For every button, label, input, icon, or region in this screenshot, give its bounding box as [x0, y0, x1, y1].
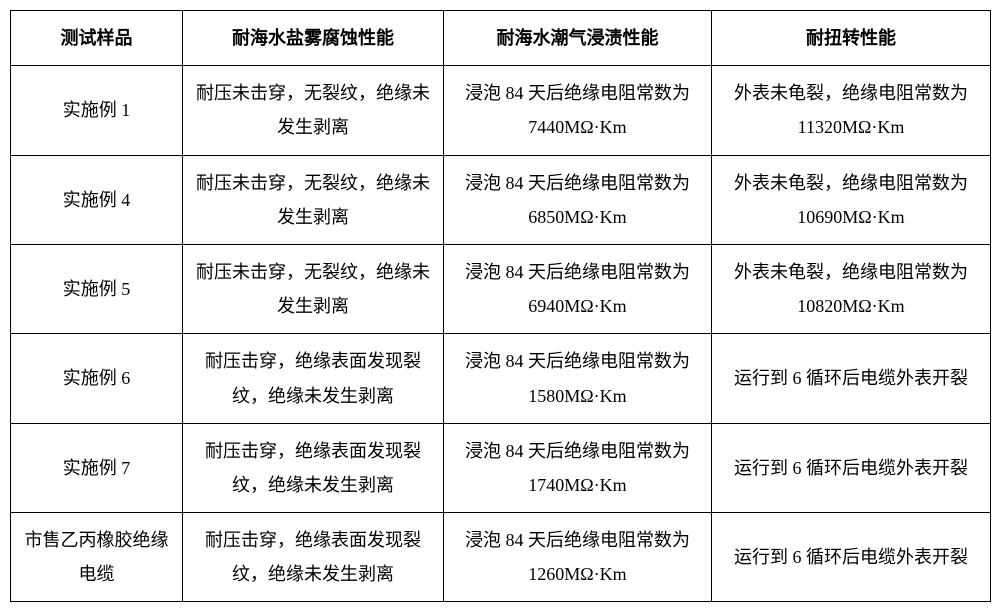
cell-saltfog: 耐压未击穿，无裂纹，绝缘未发生剥离	[183, 66, 444, 155]
cell-moisture: 浸泡 84 天后绝缘电阻常数为 6850MΩ·Km	[444, 155, 712, 244]
cell-moisture: 浸泡 84 天后绝缘电阻常数为 1740MΩ·Km	[444, 423, 712, 512]
cell-torsion: 运行到 6 循环后电缆外表开裂	[712, 423, 991, 512]
cell-sample: 实施例 4	[11, 155, 183, 244]
cell-sample: 实施例 5	[11, 244, 183, 333]
cell-moisture: 浸泡 84 天后绝缘电阻常数为 7440MΩ·Km	[444, 66, 712, 155]
col-header-sample: 测试样品	[11, 11, 183, 66]
cell-moisture: 浸泡 84 天后绝缘电阻常数为 1580MΩ·Km	[444, 334, 712, 423]
cell-moisture: 浸泡 84 天后绝缘电阻常数为 6940MΩ·Km	[444, 244, 712, 333]
table-row: 实施例 5 耐压未击穿，无裂纹，绝缘未发生剥离 浸泡 84 天后绝缘电阻常数为 …	[11, 244, 991, 333]
cell-sample: 实施例 1	[11, 66, 183, 155]
cell-torsion: 外表未龟裂，绝缘电阻常数为 10690MΩ·Km	[712, 155, 991, 244]
table-row: 实施例 4 耐压未击穿，无裂纹，绝缘未发生剥离 浸泡 84 天后绝缘电阻常数为 …	[11, 155, 991, 244]
table-body: 实施例 1 耐压未击穿，无裂纹，绝缘未发生剥离 浸泡 84 天后绝缘电阻常数为 …	[11, 66, 991, 602]
data-table: 测试样品 耐海水盐雾腐蚀性能 耐海水潮气浸渍性能 耐扭转性能 实施例 1 耐压未…	[10, 10, 991, 602]
cell-saltfog: 耐压未击穿，无裂纹，绝缘未发生剥离	[183, 244, 444, 333]
table-row: 实施例 7 耐压击穿，绝缘表面发现裂纹，绝缘未发生剥离 浸泡 84 天后绝缘电阻…	[11, 423, 991, 512]
cell-saltfog: 耐压击穿，绝缘表面发现裂纹，绝缘未发生剥离	[183, 423, 444, 512]
cell-torsion: 外表未龟裂，绝缘电阻常数为 10820MΩ·Km	[712, 244, 991, 333]
cell-sample: 实施例 7	[11, 423, 183, 512]
cell-sample: 实施例 6	[11, 334, 183, 423]
cell-torsion: 外表未龟裂，绝缘电阻常数为 11320MΩ·Km	[712, 66, 991, 155]
cell-saltfog: 耐压未击穿，无裂纹，绝缘未发生剥离	[183, 155, 444, 244]
cell-saltfog: 耐压击穿，绝缘表面发现裂纹，绝缘未发生剥离	[183, 334, 444, 423]
col-header-saltfog: 耐海水盐雾腐蚀性能	[183, 11, 444, 66]
col-header-torsion: 耐扭转性能	[712, 11, 991, 66]
cell-torsion: 运行到 6 循环后电缆外表开裂	[712, 334, 991, 423]
table-row: 实施例 6 耐压击穿，绝缘表面发现裂纹，绝缘未发生剥离 浸泡 84 天后绝缘电阻…	[11, 334, 991, 423]
col-header-moisture: 耐海水潮气浸渍性能	[444, 11, 712, 66]
cell-torsion: 运行到 6 循环后电缆外表开裂	[712, 513, 991, 602]
cell-sample: 市售乙丙橡胶绝缘电缆	[11, 513, 183, 602]
table-header: 测试样品 耐海水盐雾腐蚀性能 耐海水潮气浸渍性能 耐扭转性能	[11, 11, 991, 66]
table-row: 市售乙丙橡胶绝缘电缆 耐压击穿，绝缘表面发现裂纹，绝缘未发生剥离 浸泡 84 天…	[11, 513, 991, 602]
table-header-row: 测试样品 耐海水盐雾腐蚀性能 耐海水潮气浸渍性能 耐扭转性能	[11, 11, 991, 66]
table-row: 实施例 1 耐压未击穿，无裂纹，绝缘未发生剥离 浸泡 84 天后绝缘电阻常数为 …	[11, 66, 991, 155]
cell-saltfog: 耐压击穿，绝缘表面发现裂纹，绝缘未发生剥离	[183, 513, 444, 602]
cell-moisture: 浸泡 84 天后绝缘电阻常数为 1260MΩ·Km	[444, 513, 712, 602]
